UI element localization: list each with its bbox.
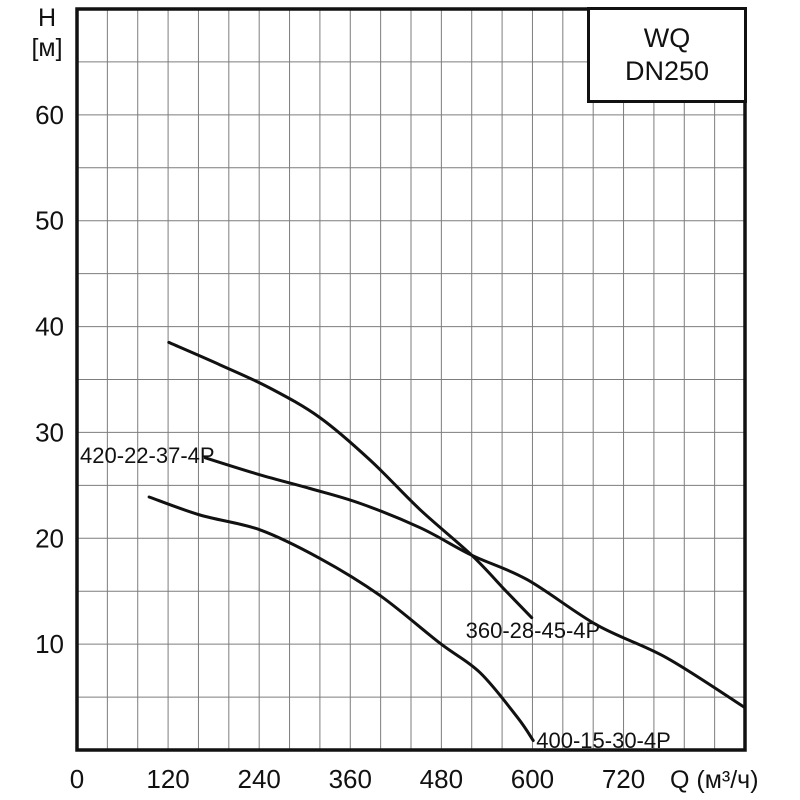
legend-series-family: WQ [643, 22, 691, 53]
x-tick-label: 240 [237, 764, 280, 794]
x-tick-label: 480 [420, 764, 463, 794]
y-tick-label: 60 [35, 100, 64, 130]
pump-curve-420-22-37-4P [203, 456, 747, 710]
legend-flange-size: DN250 [624, 56, 710, 86]
y-tick-label: 20 [35, 523, 64, 553]
pump-curve-360-28-45-4P [167, 340, 534, 620]
curve-label-420-22-37-4P: 420-22-37-4P [80, 443, 215, 468]
y-axis-unit: [м] [31, 34, 62, 62]
x-tick-label: 600 [511, 764, 554, 794]
x-tick-label: 0 [70, 764, 84, 794]
pump-curve-400-15-30-4P [147, 495, 535, 742]
x-tick-label: 120 [146, 764, 189, 794]
y-tick-label: 30 [35, 417, 64, 447]
x-tick-label: 720 [602, 764, 645, 794]
y-tick-label: 40 [35, 312, 64, 342]
plot-border [75, 7, 747, 752]
curve-label-400-15-30-4P: 400-15-30-4P [536, 728, 671, 753]
x-axis-label: Q (м³/ч) [670, 766, 759, 794]
x-tick-label: 360 [329, 764, 372, 794]
y-tick-label: 10 [35, 629, 64, 659]
y-tick-label: 50 [35, 206, 64, 236]
curve-label-360-28-45-4P: 360-28-45-4P [466, 618, 601, 643]
legend-box: WQ DN250 [587, 7, 747, 103]
y-axis-label: H [38, 4, 56, 32]
